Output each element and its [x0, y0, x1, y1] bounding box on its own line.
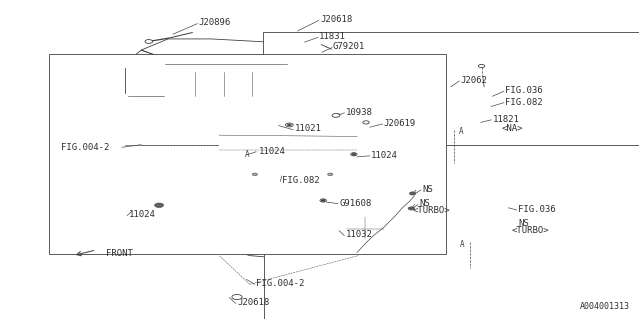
Text: G79201: G79201: [333, 42, 365, 52]
Circle shape: [478, 64, 484, 68]
Circle shape: [232, 294, 242, 300]
Text: J20896: J20896: [198, 19, 231, 28]
Text: J2062: J2062: [461, 76, 488, 85]
Text: J20619: J20619: [384, 119, 416, 128]
Text: NS: NS: [419, 199, 429, 208]
Circle shape: [352, 153, 356, 155]
Text: <NA>: <NA>: [502, 124, 524, 133]
Text: 11024: 11024: [259, 147, 286, 156]
Text: 11021: 11021: [294, 124, 321, 133]
Text: 10938: 10938: [346, 108, 372, 117]
Text: NS: NS: [422, 185, 433, 194]
Circle shape: [233, 295, 241, 299]
Text: 11032: 11032: [346, 230, 372, 239]
Text: FIG.082: FIG.082: [505, 98, 543, 107]
Text: 11024: 11024: [129, 210, 156, 219]
Circle shape: [332, 114, 340, 117]
Text: A: A: [459, 127, 463, 136]
Text: FIG.004-2: FIG.004-2: [256, 279, 305, 288]
Text: A004001313: A004001313: [580, 302, 630, 311]
Circle shape: [285, 123, 293, 127]
Text: FIG.036: FIG.036: [518, 205, 556, 214]
Circle shape: [287, 124, 291, 126]
Circle shape: [320, 199, 326, 202]
Text: FIG.082: FIG.082: [282, 176, 319, 185]
Text: <TURBO>: <TURBO>: [511, 226, 549, 235]
Text: A: A: [245, 150, 250, 159]
Circle shape: [363, 121, 369, 124]
Circle shape: [328, 173, 333, 176]
Text: 11821: 11821: [492, 115, 519, 124]
Text: NS: NS: [518, 219, 529, 228]
Circle shape: [155, 203, 164, 207]
Circle shape: [410, 192, 416, 195]
Text: J20618: J20618: [320, 15, 352, 24]
Text: 11831: 11831: [319, 32, 346, 41]
Circle shape: [321, 199, 325, 201]
FancyBboxPatch shape: [264, 145, 640, 320]
Text: 11024: 11024: [371, 151, 398, 160]
Text: G91608: G91608: [339, 198, 371, 207]
Text: <TURBO>: <TURBO>: [413, 206, 450, 215]
FancyBboxPatch shape: [262, 32, 640, 232]
Text: A: A: [460, 240, 465, 249]
Circle shape: [252, 173, 257, 176]
Circle shape: [351, 153, 357, 156]
FancyBboxPatch shape: [49, 54, 446, 254]
Text: J20618: J20618: [237, 298, 269, 307]
Circle shape: [408, 207, 415, 210]
Text: FRONT: FRONT: [106, 249, 133, 258]
Text: FIG.036: FIG.036: [505, 86, 543, 95]
Circle shape: [145, 40, 153, 44]
Text: FIG.004-2: FIG.004-2: [61, 143, 109, 152]
